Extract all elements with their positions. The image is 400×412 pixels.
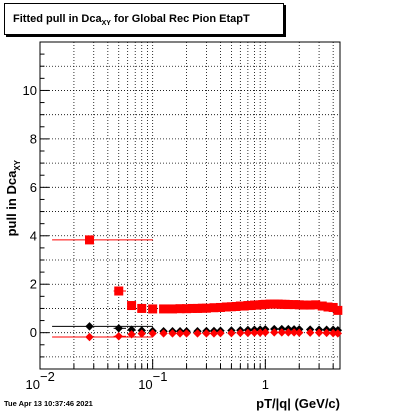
data-point-diamond (114, 324, 123, 333)
data-point-square (317, 301, 327, 311)
data-point-diamond (227, 328, 236, 338)
data-point-diamond (148, 329, 157, 338)
data-point-diamond (328, 328, 338, 338)
data-point-diamond (261, 328, 270, 337)
y-axis-label: pull in DcaXY (4, 159, 22, 236)
data-point-square (311, 300, 321, 310)
data-point-diamond (270, 328, 279, 337)
data-point-diamond (236, 328, 245, 338)
timestamp-footer: Tue Apr 13 10:37:46 2021 (4, 399, 93, 408)
data-point-square (283, 300, 293, 310)
data-point-diamond (168, 329, 177, 338)
data-point-square (323, 302, 333, 312)
data-point-diamond (127, 325, 136, 334)
data-point-square (168, 304, 178, 314)
data-point-square (294, 300, 304, 310)
data-point-diamond (127, 330, 136, 339)
data-point-square (289, 300, 299, 310)
data-point-square (305, 300, 315, 310)
x-tick-label: 10 (138, 377, 152, 392)
data-point-diamond (277, 328, 286, 337)
data-point-diamond (159, 329, 168, 338)
data-point-square (201, 303, 211, 313)
x-tick-label-exponent: −1 (153, 369, 168, 384)
data-point-square (209, 303, 219, 313)
x-tick-label: 1 (262, 377, 269, 392)
chart-title-box: Fitted pull in DcaXY for Global Rec Pion… (4, 3, 284, 35)
data-point-square (114, 286, 124, 296)
data-point-square (221, 302, 231, 312)
data-point-diamond (255, 328, 265, 337)
data-point-diamond (209, 329, 219, 338)
y-axis-label-sub: XY (13, 159, 22, 170)
data-point-square (260, 299, 270, 309)
data-point-square (159, 304, 169, 314)
data-point-diamond (243, 328, 253, 338)
data-point-diamond (182, 329, 191, 338)
data-point-square (333, 305, 343, 315)
data-point-diamond (295, 328, 304, 337)
data-point-diamond (216, 328, 225, 338)
y-tick-label: 6 (30, 180, 37, 195)
data-point-square (137, 303, 147, 313)
data-point-diamond (289, 328, 299, 337)
chart-title-sub: XY (101, 20, 111, 28)
chart-title-rest: for Global Rec Pion EtapT (110, 13, 250, 25)
data-point-square (182, 304, 192, 314)
data-point-square (127, 301, 137, 311)
data-marks (52, 235, 343, 342)
data-point-diamond (193, 329, 202, 338)
x-tick-label-exponent: −2 (40, 369, 55, 384)
data-point-square (192, 303, 202, 313)
data-point-diamond (333, 329, 343, 338)
data-point-diamond (85, 322, 94, 331)
y-tick-label: 8 (30, 131, 37, 146)
data-point-diamond (85, 332, 94, 342)
y-tick-label: 10 (23, 83, 37, 98)
chart-title: Fitted pull in DcaXY for Global Rec Pion… (13, 13, 250, 27)
data-point-square (148, 304, 158, 314)
plot-frame (39, 41, 341, 370)
data-point-diamond (322, 328, 331, 338)
data-point-square (328, 302, 338, 312)
data-point-diamond (284, 328, 293, 337)
data-point-diamond (250, 328, 259, 337)
y-tick-label: 0 (30, 325, 37, 340)
data-point-square (175, 304, 185, 314)
y-tick-label: 4 (30, 228, 37, 243)
x-axis-label: pT/|q| (GeV/c) (256, 396, 340, 411)
y-tick-label: 2 (30, 277, 37, 292)
x-tick-label: 10 (26, 377, 40, 392)
data-point-square (226, 302, 236, 312)
data-point-diamond (175, 329, 185, 338)
data-point-diamond (114, 332, 123, 341)
data-point-diamond (137, 329, 146, 338)
data-point-square (215, 302, 225, 312)
data-point-square (299, 300, 309, 310)
data-point-square (84, 235, 94, 245)
data-point-diamond (202, 329, 211, 338)
y-axis-label-main: pull in Dca (4, 170, 19, 237)
data-point-square (187, 303, 197, 313)
data-point-diamond (305, 328, 315, 337)
chart-title-main: Fitted pull in Dca (13, 13, 102, 25)
grid-lines (40, 42, 340, 369)
data-point-diamond (314, 328, 324, 337)
